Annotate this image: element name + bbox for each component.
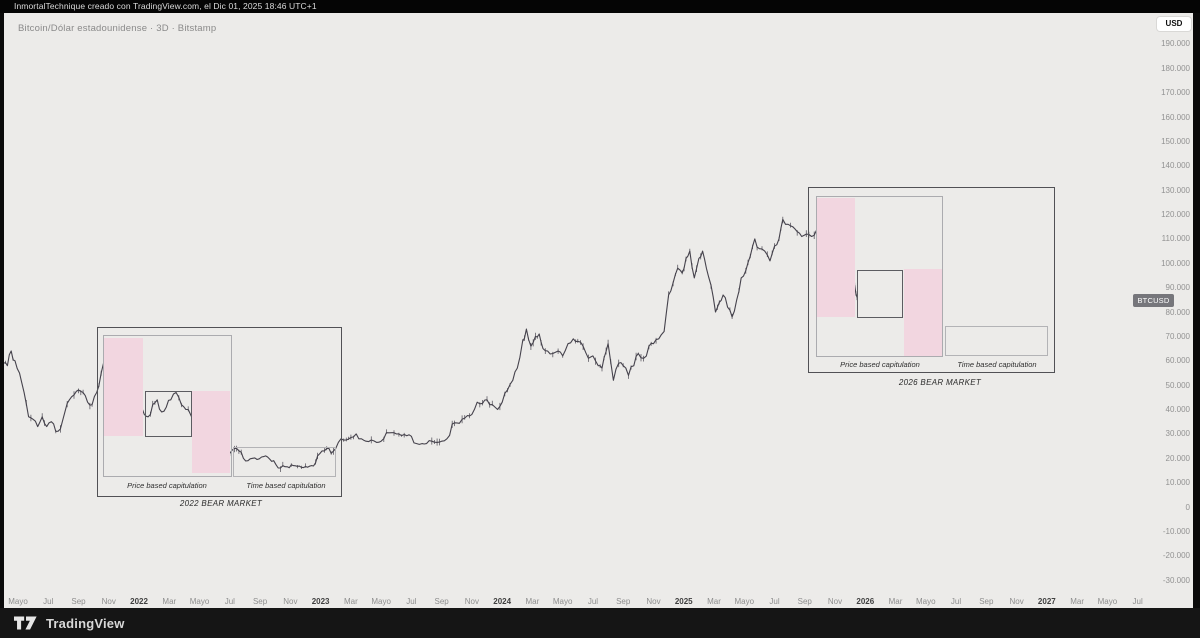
time-tick-month: Sep: [797, 597, 812, 606]
price-tick-label: 160.000: [1161, 112, 1190, 122]
price-capitulation-label: Price based capitulation: [127, 481, 207, 490]
price-capitulation-box: [816, 196, 943, 357]
bear-market-title: 2022 BEAR MARKET: [179, 499, 263, 508]
time-tick-month: Mayo: [916, 597, 936, 606]
time-tick-month: Nov: [1009, 597, 1024, 606]
accumulation-square: [145, 391, 192, 437]
bear-market-outer-box: [97, 327, 342, 497]
time-tick-month: Jul: [406, 597, 417, 606]
time-tick-year: 2026: [856, 597, 875, 606]
time-tick-month: Mar: [162, 597, 177, 606]
time-tick-month: Mayo: [8, 597, 28, 606]
tradingview-logo-icon[interactable]: [14, 616, 38, 630]
price-tick-label: 140.000: [1161, 161, 1190, 171]
footer-bar: TradingView: [0, 608, 1200, 638]
price-tick-label: 110.000: [1161, 234, 1190, 244]
price-capitulation-box: [103, 335, 232, 477]
time-tick-month: Mayo: [552, 597, 573, 606]
price-tick-label: 60.000: [1165, 356, 1190, 366]
time-tick-month: Mar: [525, 597, 540, 606]
price-tick-label: -10.000: [1162, 526, 1190, 536]
price-tick-label: -30.000: [1162, 575, 1190, 585]
price-tick-label: 0: [1185, 502, 1190, 512]
price-tick-label: 170.000: [1161, 88, 1190, 98]
time-tick-month: Nov: [283, 597, 298, 606]
time-tick-month: Nov: [464, 597, 480, 606]
price-tick-label: 150.000: [1161, 136, 1190, 146]
capitulation-pink-zone: [817, 198, 855, 317]
capitulation-pink-zone: [904, 269, 943, 356]
time-tick-month: Mayo: [1097, 597, 1118, 606]
price-tick-label: 50.000: [1165, 380, 1190, 390]
price-tick-label: 10.000: [1165, 478, 1190, 488]
time-tick-year: 2027: [1037, 597, 1056, 606]
time-tick-month: Sep: [252, 597, 268, 606]
time-tick-month: Nov: [101, 597, 116, 606]
symbol-price-badge: BTCUSD: [1133, 294, 1174, 307]
price-tick-label: 80.000: [1165, 307, 1190, 317]
capitulation-pink-zone: [192, 391, 230, 473]
time-tick-month: Mar: [343, 597, 358, 606]
time-tick-month: Mar: [707, 597, 721, 606]
time-tick-month: Mayo: [734, 597, 755, 606]
time-tick-month: Mar: [888, 597, 903, 606]
time-tick-month: Nov: [646, 597, 661, 606]
price-tick-label: 20.000: [1165, 453, 1190, 463]
time-tick-month: Jul: [950, 597, 962, 606]
chart-surface[interactable]: Price based capitulation Time based capit…: [4, 13, 1193, 608]
time-tick-month: Jul: [587, 597, 599, 606]
time-tick-month: Jul: [43, 597, 54, 606]
time-tick-month: Nov: [827, 597, 843, 606]
time-tick-month: Mar: [1070, 597, 1084, 606]
price-tick-label: 120.000: [1161, 210, 1190, 220]
time-tick-year: 2023: [311, 597, 330, 606]
price-tick-label: 190.000: [1161, 39, 1190, 49]
price-tick-label: 180.000: [1161, 63, 1190, 73]
time-tick-month: Jul: [769, 597, 780, 606]
time-capitulation-label: Time based capitulation: [957, 360, 1037, 369]
time-tick-month: Sep: [434, 597, 449, 606]
time-tick-month: Sep: [616, 597, 631, 606]
time-tick-month: Jul: [224, 597, 235, 606]
time-tick-month: Mayo: [189, 597, 210, 606]
accumulation-square: [857, 270, 903, 318]
time-tick-year: 2025: [674, 597, 693, 606]
time-tick-month: Jul: [1132, 597, 1143, 606]
price-tick-label: 100.000: [1161, 258, 1190, 268]
time-tick-year: 2024: [493, 597, 512, 606]
tradingview-wordmark[interactable]: TradingView: [46, 615, 125, 631]
price-tick-label: -20.000: [1162, 551, 1190, 561]
price-tick-label: 130.000: [1161, 185, 1190, 195]
time-tick-year: 2022: [130, 597, 148, 606]
time-capitulation-box: [233, 447, 336, 477]
symbol-header: Bitcoin/Dólar estadounidense · 3D · Bits…: [18, 23, 217, 34]
currency-toggle-button[interactable]: USD: [1157, 17, 1191, 31]
time-tick-month: Sep: [979, 597, 994, 606]
bear-market-outer-box: [808, 187, 1055, 373]
time-tick-month: Sep: [71, 597, 86, 606]
price-tick-label: 70.000: [1165, 331, 1190, 341]
price-tick-label: 30.000: [1165, 429, 1190, 439]
attribution-text: InmortalTechnique creado con TradingView…: [14, 1, 317, 11]
price-capitulation-label: Price based capitulation: [840, 360, 920, 369]
price-tick-label: 40.000: [1165, 405, 1190, 415]
capitulation-pink-zone: [104, 338, 143, 436]
time-capitulation-label: Time based capitulation: [246, 481, 326, 490]
time-tick-month: Mayo: [371, 597, 391, 606]
bear-market-title: 2026 BEAR MARKET: [898, 378, 982, 387]
time-capitulation-box: [945, 326, 1048, 356]
price-tick-label: 90.000: [1165, 283, 1190, 293]
attribution-bar: InmortalTechnique creado con TradingView…: [0, 0, 1200, 13]
